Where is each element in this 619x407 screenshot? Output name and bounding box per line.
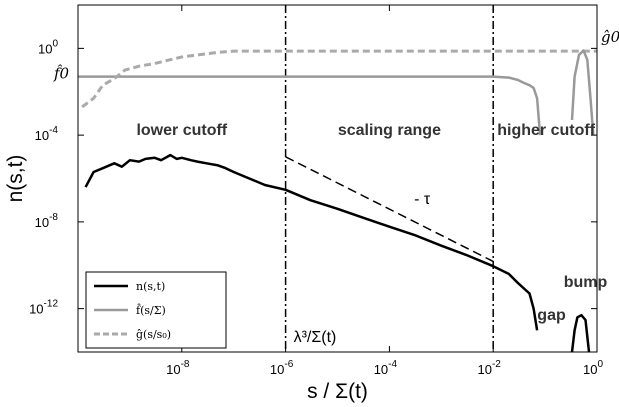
x-tick-exponent-3: -4 bbox=[388, 359, 397, 370]
series-line-5 bbox=[570, 49, 595, 136]
x-tick-exponent-1: -8 bbox=[181, 359, 190, 370]
y-tick-exponent-4: -12 bbox=[44, 299, 59, 310]
x-tick-label-2: 10-6 bbox=[270, 359, 294, 377]
y-tick-exponent-3: -8 bbox=[49, 212, 58, 223]
x-tick-exponent-2: -6 bbox=[284, 359, 293, 370]
legend-label-3: ĝ(s/s₀) bbox=[136, 328, 171, 341]
x-tick-exponent-4: -2 bbox=[492, 359, 501, 370]
y-tick-label-4: 10-12 bbox=[29, 299, 58, 317]
y-tick-label-3: 10-8 bbox=[35, 212, 59, 230]
annotation-1: lower cutoff bbox=[136, 122, 227, 139]
y-axis-title: n(s,t) bbox=[4, 155, 27, 203]
x-tick-label-4: 10-2 bbox=[478, 359, 502, 377]
series-line-3 bbox=[81, 49, 597, 109]
legend-label-1: n(s,t) bbox=[136, 280, 165, 293]
plot-frame bbox=[77, 4, 598, 353]
y-tick-exponent-2: -4 bbox=[49, 125, 58, 136]
annotation-8: ĝ0 bbox=[601, 28, 619, 46]
annotation-3: higher cutoff bbox=[497, 122, 595, 139]
y-tick-label-2: 10-4 bbox=[35, 125, 59, 143]
x-tick-exponent-5: 0 bbox=[597, 359, 603, 370]
annotation-6: gap bbox=[537, 307, 566, 324]
x-tick-label-1: 10-8 bbox=[166, 359, 190, 377]
y-tick-label-1: 100 bbox=[38, 38, 58, 56]
annotation-4: λ³/Σ(t) bbox=[294, 329, 337, 346]
annotation-2: scaling range bbox=[338, 122, 441, 139]
annotation-5: bump bbox=[564, 274, 608, 291]
x-tick-label-3: 10-4 bbox=[374, 359, 398, 377]
x-tick-label-5: 100 bbox=[583, 359, 603, 377]
annotation-7: f̂0 bbox=[53, 64, 70, 82]
y-tick-exponent-1: 0 bbox=[52, 38, 58, 49]
series-line-1 bbox=[84, 153, 539, 331]
legend-label-2: f̂(s/Σ) bbox=[136, 304, 166, 317]
plot-area bbox=[78, 5, 597, 352]
slope-label: - τ bbox=[414, 191, 431, 208]
series-line-4 bbox=[570, 313, 591, 352]
x-axis-title: s / Σ(t) bbox=[307, 380, 368, 403]
slope-guide-line bbox=[285, 156, 494, 263]
series-line-2 bbox=[78, 75, 542, 136]
